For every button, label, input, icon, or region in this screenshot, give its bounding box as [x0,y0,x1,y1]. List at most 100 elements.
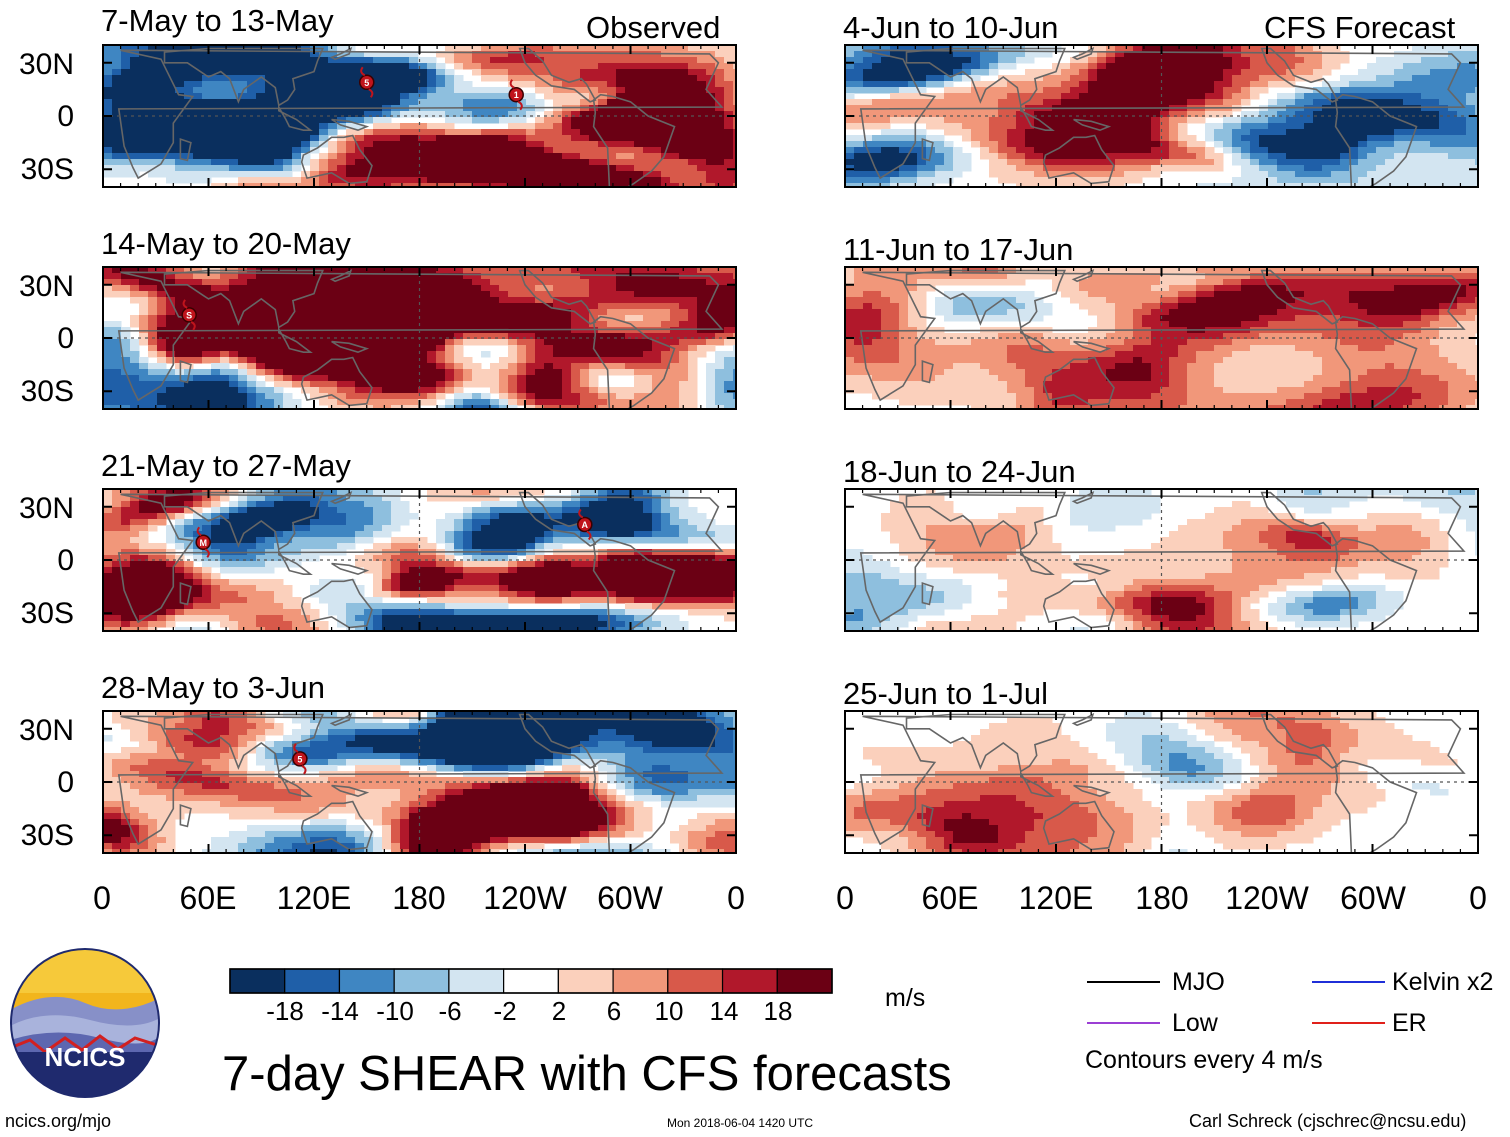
shear-cell [571,135,581,142]
shear-cell [544,627,554,631]
shear-cell [247,141,257,148]
shear-cell [553,501,563,508]
shear-cell [265,363,275,370]
shear-cell [328,87,338,94]
shear-cell [229,63,239,70]
shear-cell [616,81,626,88]
shear-cell [319,297,329,304]
shear-cell [103,579,113,586]
shear-cell [256,357,266,364]
shear-cell [274,495,284,502]
shear-cell [382,171,392,178]
shear-cell [445,519,455,526]
shear-cell [517,117,527,124]
shear-cell [364,135,374,142]
shear-cell [733,75,736,82]
shear-cell [517,333,527,340]
shear-cell [382,183,392,187]
shear-cell [670,267,680,274]
shear-cell [202,321,212,328]
shear-cell [337,99,347,106]
shear-cell [220,99,230,106]
shear-cell [328,183,338,187]
shear-cell [184,81,194,88]
shear-cell [355,375,365,382]
shear-cell [697,177,707,184]
shear-cell [229,129,239,136]
shear-cell [220,291,230,298]
shear-cell [697,597,707,604]
shear-cell [571,579,581,586]
shear-cell [652,123,662,130]
shear-cell [454,177,464,184]
shear-cell [292,291,302,298]
shear-cell [157,291,167,298]
shear-cell [517,591,527,598]
shear-cell [697,111,707,118]
shear-cell [130,621,140,628]
shear-cell [625,51,635,58]
shear-cell [490,279,500,286]
shear-cell [229,153,239,160]
shear-cell [562,393,572,400]
shear-cell [121,585,131,592]
shear-cell [238,303,248,310]
shear-cell [553,63,563,70]
shear-cell [679,579,689,586]
shear-cell [454,393,464,400]
shear-cell [202,129,212,136]
shear-cell [175,117,185,124]
shear-cell [607,585,617,592]
shear-cell [580,321,590,328]
shear-cell [535,393,545,400]
shear-cell [112,51,122,58]
shear-cell [121,573,131,580]
shear-cell [193,585,203,592]
shear-cell [112,87,122,94]
shear-cell [157,81,167,88]
shear-cell [175,291,185,298]
shear-cell [148,129,158,136]
shear-cell [571,75,581,82]
shear-cell [229,579,239,586]
shear-cell [643,525,653,532]
shear-cell [553,585,563,592]
shear-cell [328,537,338,544]
shear-cell [733,129,736,136]
shear-cell [301,555,311,562]
shear-cell [481,279,491,286]
shear-cell [346,285,356,292]
shear-cell [463,315,473,322]
shear-cell [409,567,419,574]
shear-cell [310,495,320,502]
shear-cell [103,561,113,568]
shear-cell [247,351,257,358]
shear-cell [112,603,122,610]
shear-cell [337,183,347,187]
shear-cell [526,381,536,388]
shear-cell [517,351,527,358]
shear-cell [292,357,302,364]
shear-cell [346,387,356,394]
shear-cell [445,609,455,616]
shear-cell [292,531,302,538]
shear-cell [670,627,680,631]
shear-cell [562,381,572,388]
shear-cell [400,177,410,184]
shear-cell [184,579,194,586]
shear-cell [544,285,554,292]
shear-cell [643,345,653,352]
shear-cell [400,303,410,310]
shear-cell [274,303,284,310]
shear-cell [247,93,257,100]
shear-cell [319,177,329,184]
shear-cell [409,267,419,274]
shear-cell [571,339,581,346]
shear-cell [103,267,113,274]
shear-cell [400,129,410,136]
shear-cell [274,309,284,316]
shear-cell [175,303,185,310]
shear-cell [193,513,203,520]
shear-cell [544,45,554,52]
coastline [300,356,373,407]
